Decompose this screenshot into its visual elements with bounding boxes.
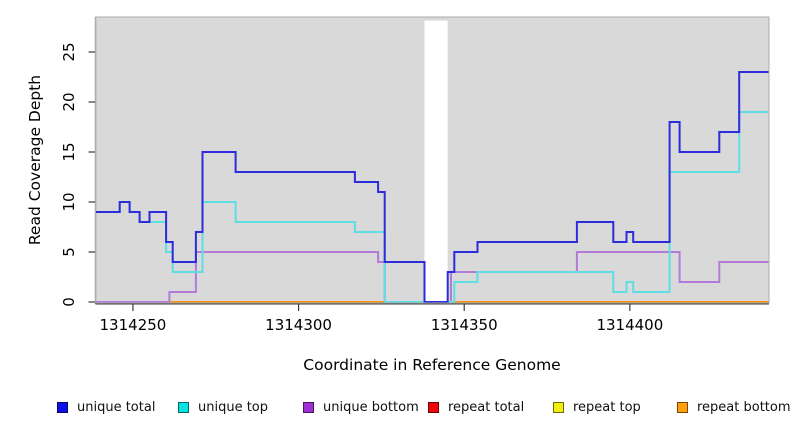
legend-label: repeat top <box>573 399 641 415</box>
legend-label: unique bottom <box>323 399 419 415</box>
legend-label: unique total <box>77 399 156 415</box>
x-tick-label: 1314350 <box>431 316 498 334</box>
x-tick-label: 1314250 <box>100 316 167 334</box>
legend-swatch-repeat-total <box>428 401 439 413</box>
x-axis-title: Coordinate in Reference Genome <box>303 356 561 374</box>
x-tick-label: 1314300 <box>265 316 332 334</box>
legend-swatch-unique-bottom <box>303 401 314 413</box>
legend-label: repeat bottom <box>697 399 791 415</box>
legend-swatch-repeat-bottom <box>677 401 688 413</box>
legend-label: repeat total <box>448 399 525 415</box>
legend-label: unique top <box>198 399 269 415</box>
legend-entry-repeat-total: repeat total <box>428 396 524 418</box>
legend-entry-repeat-bottom: repeat bottom <box>677 396 791 418</box>
x-tick-label: 1314400 <box>596 316 663 334</box>
y-tick-label: 0 <box>60 297 78 307</box>
series-line-unique-total <box>95 71 769 303</box>
legend-swatch-repeat-top <box>553 401 564 413</box>
chart-legend: unique total unique top unique bottom repea… <box>0 396 792 422</box>
y-tick-label: 15 <box>60 142 78 161</box>
y-tick-label: 25 <box>60 42 78 61</box>
y-tick-label: 10 <box>60 192 78 211</box>
masked-gap-band <box>424 20 448 303</box>
legend-entry-unique-top: unique top <box>178 396 268 418</box>
legend-entry-repeat-top: repeat top <box>553 396 641 418</box>
legend-entry-unique-bottom: unique bottom <box>303 396 419 418</box>
legend-swatch-unique-total <box>57 401 68 413</box>
plot-box-border <box>95 16 770 304</box>
y-tick-label: 5 <box>60 247 78 257</box>
legend-swatch-unique-top <box>178 401 189 413</box>
y-axis-title: Read Coverage Depth <box>26 74 44 246</box>
y-tick-label: 20 <box>60 92 78 111</box>
legend-entry-unique-total: unique total <box>57 396 155 418</box>
